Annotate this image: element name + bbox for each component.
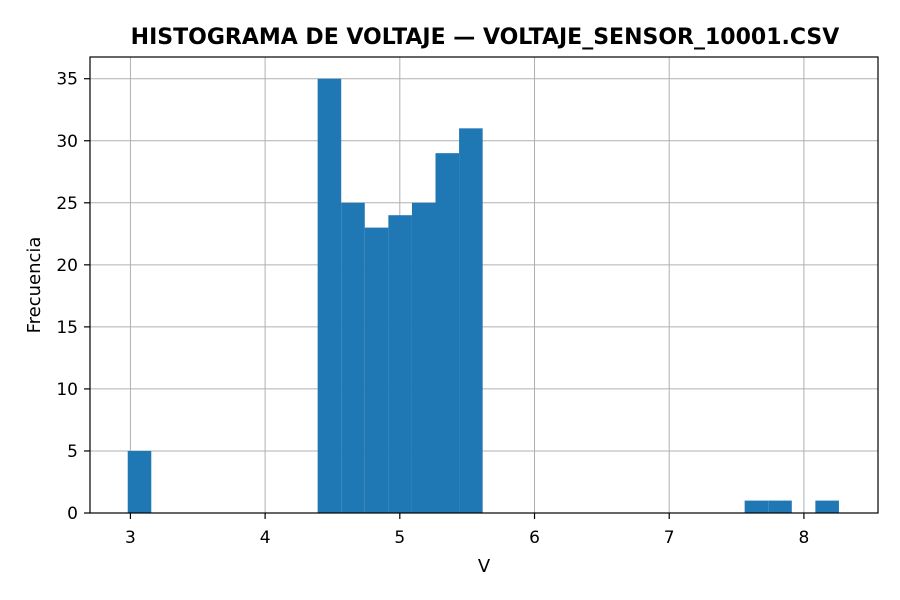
y-tick-label: 0 (67, 504, 78, 524)
plot-frame (89, 56, 879, 514)
y-tick-label: 30 (56, 132, 78, 152)
x-axis-label: V (478, 556, 491, 577)
chart-title: HISTOGRAMA DE VOLTAJE — VOLTAJE_SENSOR_1… (131, 25, 840, 50)
x-tick-label: 8 (799, 528, 810, 548)
y-tick-label: 20 (56, 256, 78, 276)
y-tick-label: 10 (56, 380, 78, 400)
x-tick-label: 4 (260, 528, 271, 548)
histogram-bar (815, 500, 839, 513)
histogram-bar (768, 500, 792, 513)
x-tick-label: 6 (529, 528, 540, 548)
histogram-bar (317, 78, 342, 513)
y-tick-label: 15 (56, 318, 78, 338)
y-axis-label: Frecuencia (24, 237, 45, 334)
histogram-bar (388, 215, 412, 513)
x-tick-label: 7 (664, 528, 675, 548)
y-tick-label: 35 (56, 70, 78, 90)
histogram-bar (341, 202, 365, 514)
y-tick-label: 5 (67, 442, 78, 462)
y-tick-label: 25 (56, 194, 78, 214)
bars-layer (127, 78, 839, 514)
histogram-bar (435, 153, 460, 513)
x-tick-label: 3 (125, 528, 136, 548)
grid-layer (90, 57, 878, 514)
histogram-bar (364, 227, 389, 513)
histogram-bar (459, 128, 483, 514)
histogram-bar (127, 450, 152, 513)
histogram-bar (744, 500, 769, 513)
x-tick-label: 5 (394, 528, 405, 548)
histogram-bar (411, 202, 436, 514)
ticks-layer: 3 4 5 6 7 8 0 5 10 15 20 25 30 35 (56, 70, 809, 548)
